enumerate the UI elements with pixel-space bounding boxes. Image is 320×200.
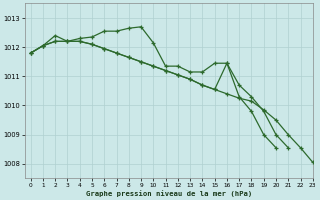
X-axis label: Graphe pression niveau de la mer (hPa): Graphe pression niveau de la mer (hPa)	[85, 190, 252, 197]
